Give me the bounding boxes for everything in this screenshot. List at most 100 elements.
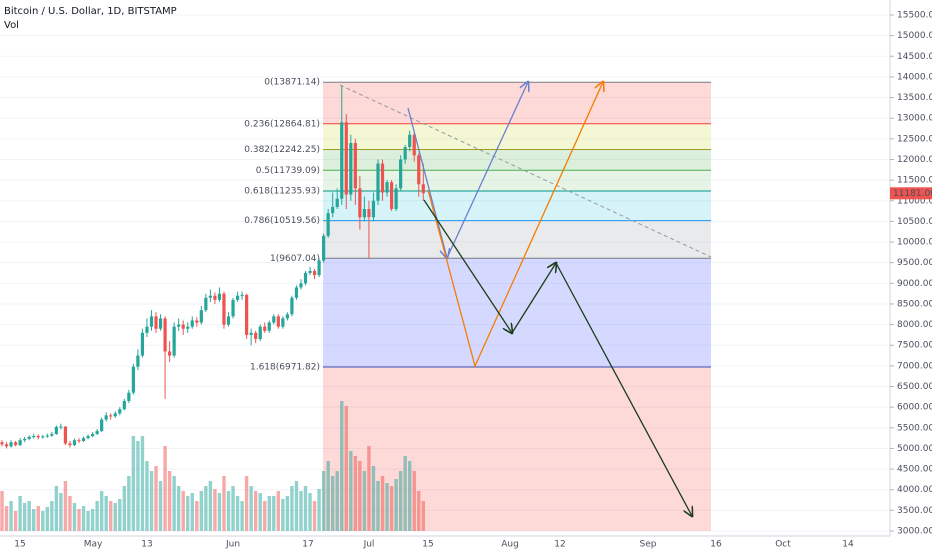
candle-body	[131, 366, 135, 393]
volume-bar	[312, 501, 317, 531]
candle-body	[240, 294, 244, 296]
volume-bar	[412, 471, 416, 531]
fib-label: 0.382(12242.25)	[244, 145, 320, 155]
candle-body	[326, 213, 330, 236]
candle-body	[145, 326, 149, 333]
candle-body	[376, 163, 380, 201]
fib-label: 1(9607.04)	[270, 254, 320, 264]
candle-body	[18, 440, 22, 446]
y-tick-label: 12000.00	[897, 155, 932, 165]
volume-bar	[32, 509, 36, 531]
volume-bar	[217, 493, 222, 531]
volume-bar	[276, 491, 281, 531]
candle-body	[349, 142, 353, 195]
candle-body	[104, 415, 108, 420]
volume-bar	[181, 491, 185, 531]
arrow	[555, 262, 692, 516]
volume-bar	[113, 503, 117, 531]
fib-band	[323, 82, 711, 124]
candle-body	[353, 142, 357, 189]
candle-body	[213, 295, 217, 300]
volume-bar	[204, 486, 208, 531]
candle-body	[254, 332, 258, 340]
volume-bar	[353, 456, 358, 531]
x-tick-label: Sep	[640, 540, 657, 550]
candle-body	[163, 318, 167, 352]
candle-body	[362, 209, 366, 218]
fib-label: 0.236(12864.81)	[244, 119, 320, 129]
y-tick-label: 9500.00	[897, 258, 932, 268]
y-tick-label: 8000.00	[897, 320, 932, 330]
candle-body	[340, 122, 344, 199]
candle-body	[41, 436, 45, 438]
arrow	[407, 107, 447, 258]
candle-body	[9, 442, 13, 447]
candle-body	[36, 436, 40, 438]
drawings	[339, 82, 712, 516]
candle-body	[186, 326, 190, 329]
candle-body	[4, 444, 9, 447]
volume-bar	[235, 496, 240, 531]
x-tick-label: 14	[842, 540, 854, 550]
arrow	[446, 82, 528, 259]
volume-bar	[272, 496, 276, 531]
x-tick-label: Aug	[501, 540, 519, 550]
candle-body	[322, 235, 326, 261]
volume-bar	[398, 471, 403, 531]
volume-bar	[330, 476, 335, 531]
volume-bar	[140, 436, 145, 531]
y-tick-label: 9000.00	[897, 279, 932, 289]
volume-bar	[158, 481, 163, 531]
candle-body	[118, 409, 122, 414]
candle-body	[403, 147, 407, 160]
candle-body	[249, 332, 253, 335]
candle-body	[50, 433, 54, 436]
volume-bar	[408, 461, 412, 531]
candle-body	[303, 273, 308, 284]
trend-line	[339, 84, 712, 258]
y-tick-label: 13500.00	[897, 93, 932, 103]
y-tick-label: 3000.00	[897, 527, 932, 537]
volume-bar	[104, 496, 108, 531]
volume-bar	[195, 501, 199, 531]
volume-bar	[122, 486, 127, 531]
volume-bar	[22, 503, 27, 531]
volume-bar	[109, 501, 113, 531]
candle-body	[149, 316, 154, 327]
volume-bar	[27, 501, 31, 531]
volume-bar	[394, 479, 398, 531]
fib-label: 0.5(11739.09)	[256, 166, 320, 176]
x-tick-label: 17	[302, 540, 313, 550]
candle-body	[113, 413, 117, 417]
y-tick-label: 15000.00	[897, 31, 932, 41]
candle-body	[290, 297, 294, 315]
candle-body	[217, 293, 222, 300]
volume-bar	[90, 509, 95, 531]
volume-bar	[281, 499, 285, 531]
volume-bar	[77, 509, 81, 531]
volume-bar	[0, 491, 4, 531]
volume-bar	[72, 503, 77, 531]
volume-bar	[18, 496, 22, 531]
volume-bar	[417, 491, 421, 531]
candle-body	[263, 326, 267, 331]
candle-body	[417, 155, 421, 185]
candle-body	[208, 295, 212, 298]
y-tick-label: 14500.00	[897, 52, 932, 62]
y-tick-label: 6500.00	[897, 382, 932, 392]
volume-bar	[344, 406, 348, 531]
volume-bar	[389, 486, 394, 531]
volume-bar	[226, 491, 231, 531]
volume-bar	[208, 481, 213, 531]
volume-bar	[186, 496, 190, 531]
x-tick-label: 15	[422, 540, 433, 550]
candle-body	[27, 436, 31, 439]
last-price-box	[890, 187, 932, 200]
candle-body	[281, 318, 285, 327]
candle-body	[0, 442, 4, 445]
candle-body	[140, 332, 145, 356]
y-tick-label: 8500.00	[897, 299, 932, 309]
candle-body	[317, 260, 321, 276]
candle-body	[23, 438, 27, 441]
